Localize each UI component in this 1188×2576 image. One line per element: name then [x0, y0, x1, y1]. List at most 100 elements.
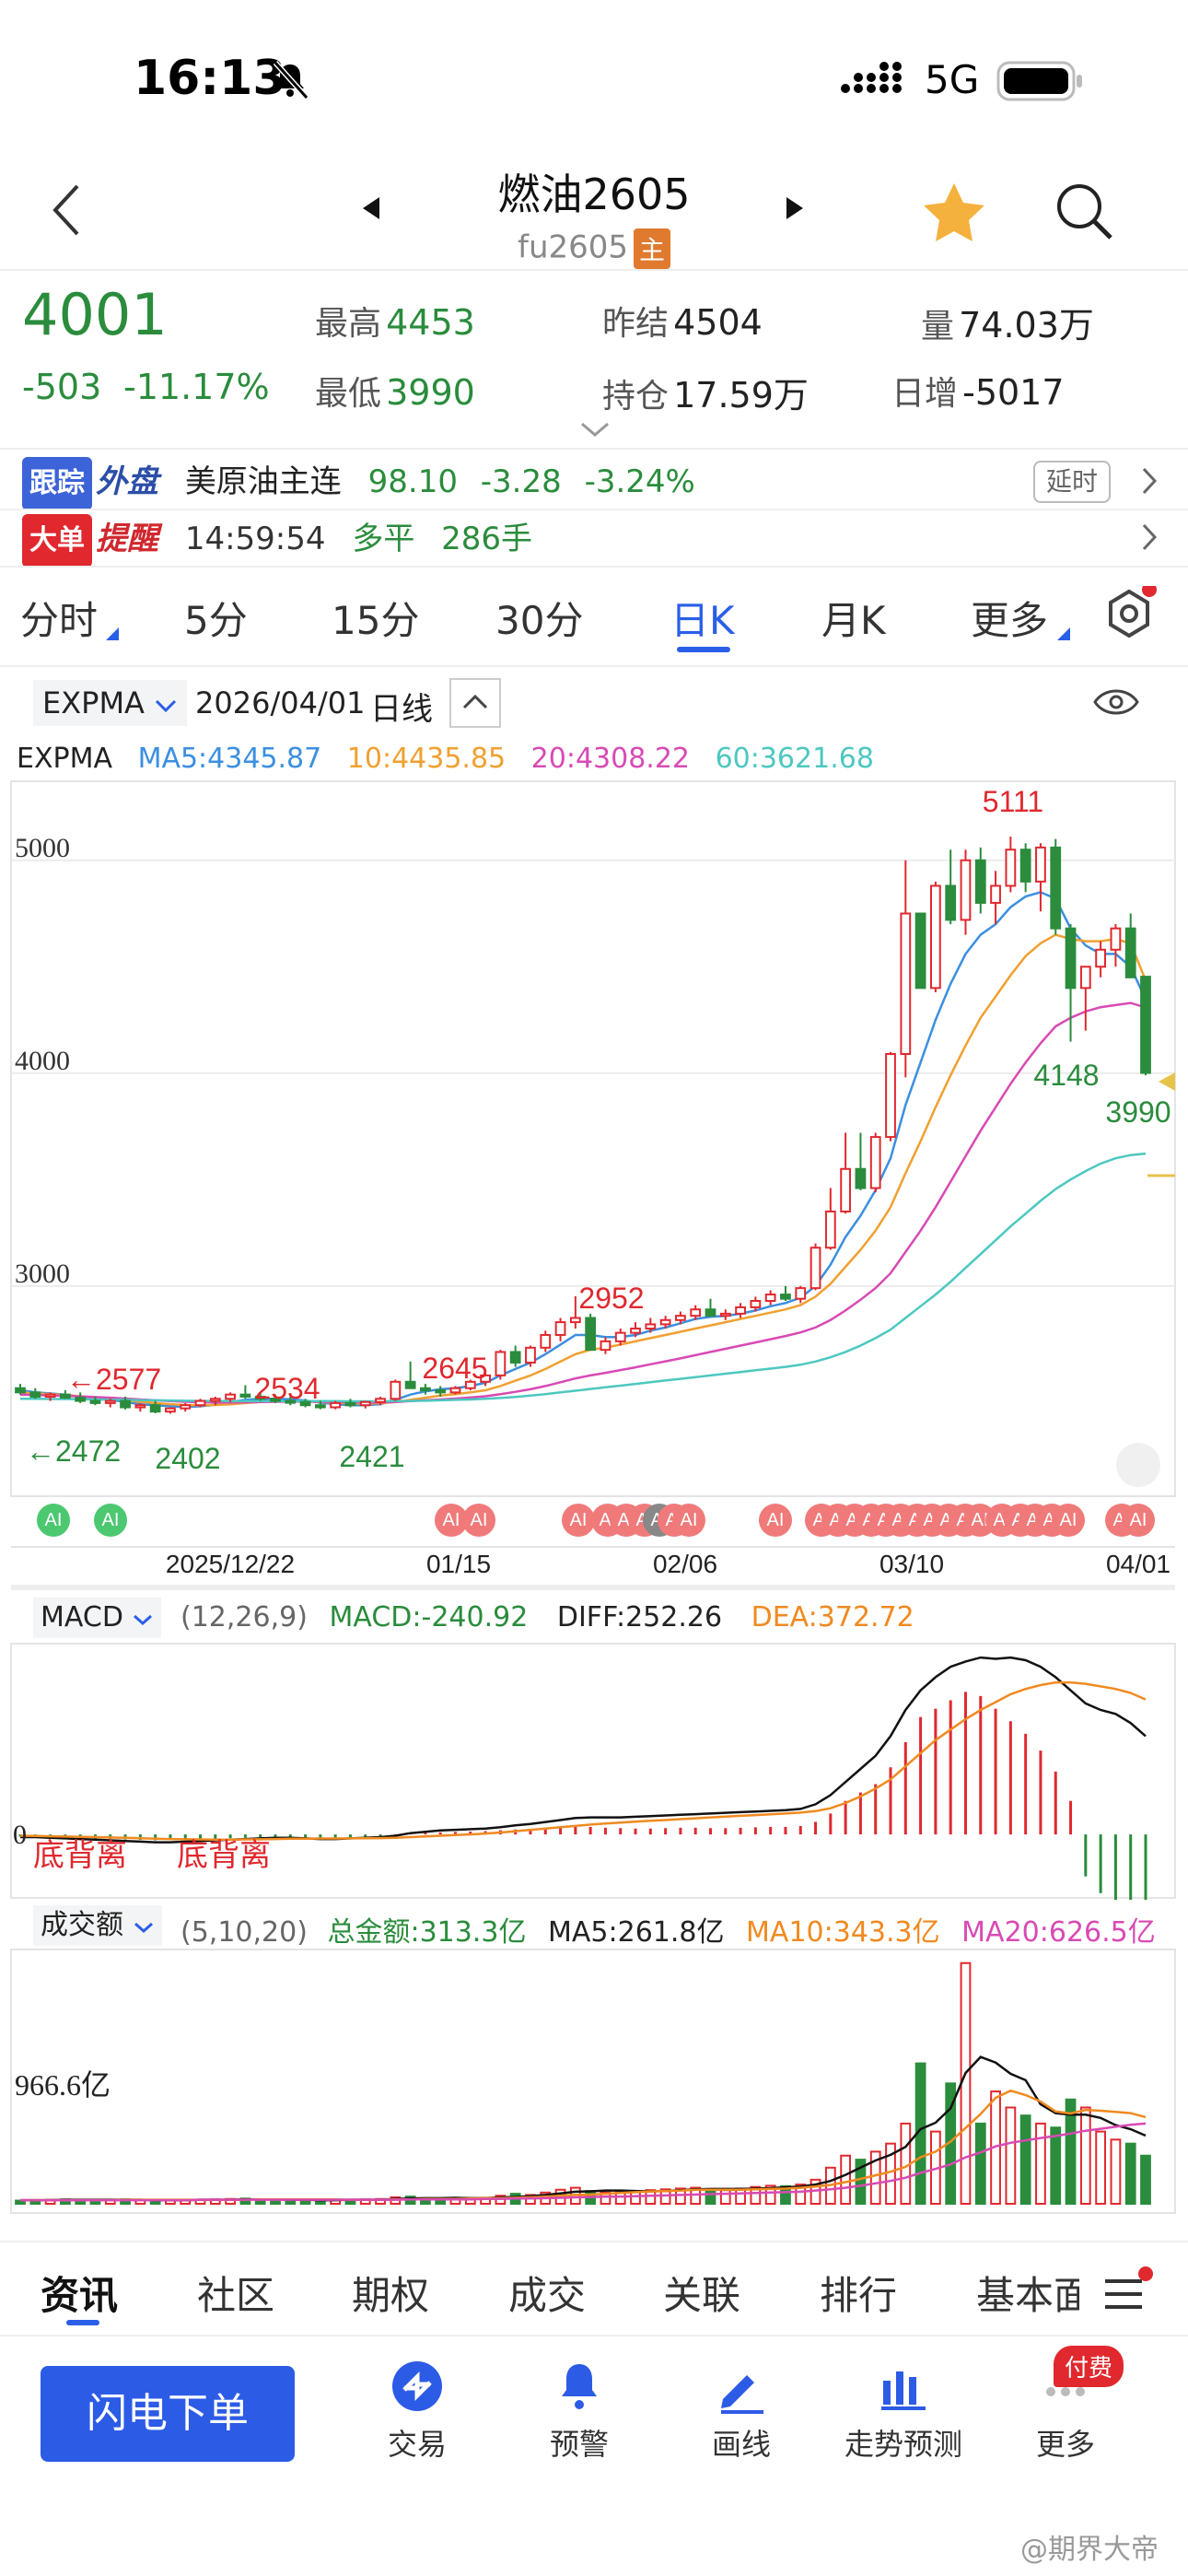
low-row: 最低 3990 — [315, 367, 475, 415]
tab-community[interactable]: 社区 — [197, 2273, 275, 2318]
tab-options[interactable]: 期权 — [352, 2273, 430, 2318]
turnover-bar — [600, 2191, 611, 2206]
tab-related[interactable]: 关联 — [663, 2273, 741, 2318]
tab-30min[interactable]: 30分 — [495, 598, 584, 643]
tab-ranking[interactable]: 排行 — [820, 2273, 898, 2318]
trend-forecast-button[interactable]: 走势预测 — [825, 2359, 982, 2464]
price-axis-label: 3000 — [15, 1259, 70, 1289]
chart-date: 2026/04/01 — [195, 685, 366, 720]
battery-icon — [996, 61, 1085, 105]
turnover-bar — [1065, 2098, 1077, 2206]
turnover-select[interactable]: 成交额 — [33, 1905, 162, 1946]
ma-line-ma5 — [19, 891, 1147, 1409]
header-divider — [0, 269, 1188, 271]
outer-chevron-icon[interactable] — [1140, 465, 1159, 500]
contract-title: 燃油2605 — [497, 170, 691, 219]
last-price-marker — [1159, 1072, 1175, 1091]
ma-line-ma20 — [19, 1001, 1147, 1404]
turnover-params: (5,10,20) — [181, 1916, 308, 1949]
candle-body — [735, 1306, 746, 1315]
outer-market-row[interactable]: 跟踪 外盘 美原油主连 98.10 -3.28 -3.24% — [22, 457, 1173, 510]
turnover-legend: (5,10,20) 总金额:313.3亿 MA5:261.8亿 MA10:343… — [181, 1909, 1156, 1950]
big-order-row[interactable]: 大单 提醒 14:59:54 多平 286手 — [22, 514, 1173, 568]
ai-signal-badge[interactable]: AI — [37, 1504, 70, 1537]
tab-daily[interactable]: 日K — [670, 598, 735, 643]
prev-settle-value: 4504 — [673, 302, 763, 343]
candle-body — [15, 1387, 26, 1394]
tab-fundamentals[interactable]: 基本面 — [976, 2273, 1079, 2316]
remind-tag: 提醒 — [96, 521, 158, 557]
favorite-star-icon[interactable] — [921, 181, 987, 247]
ai-signal-badge[interactable]: AI — [1122, 1504, 1155, 1537]
trade-button[interactable]: 交易 — [339, 2359, 495, 2464]
prev-settle-row: 昨结 4504 — [602, 297, 763, 345]
macd-line-dea — [19, 1680, 1147, 1841]
tab-more-caret-icon — [1057, 626, 1070, 644]
turnover-chart[interactable]: 966.6亿 — [0, 1948, 1188, 2215]
turnover-bar — [614, 2190, 626, 2206]
turnover-ma20: MA20:626.5亿 — [961, 1916, 1156, 1949]
next-contract-icon[interactable] — [785, 195, 805, 225]
big-order-time: 14:59:54 — [184, 521, 326, 557]
tab-5min[interactable]: 5分 — [184, 598, 248, 643]
candle-body — [645, 1323, 657, 1330]
chart-settings-icon[interactable] — [1101, 582, 1157, 645]
daily-incr-row: 日增 -5017 — [891, 367, 1065, 415]
ai-signal-badge[interactable]: AI — [94, 1504, 127, 1537]
tab-intraday[interactable]: 分时 — [20, 598, 99, 643]
more-tools-button[interactable]: 更多 — [987, 2359, 1144, 2464]
draw-line-button[interactable]: 画线 — [663, 2359, 820, 2464]
ai-signal-badge[interactable]: AI — [1052, 1504, 1085, 1537]
ai-signal-badge[interactable]: AI — [462, 1504, 495, 1537]
candle-body — [659, 1318, 671, 1326]
tab-news[interactable]: 资讯 — [41, 2273, 119, 2318]
ema-ma20: 20:4308.22 — [530, 743, 691, 775]
eye-icon[interactable] — [1092, 685, 1140, 722]
macd-select[interactable]: MACD — [33, 1598, 162, 1638]
prev-contract-icon[interactable] — [361, 195, 381, 225]
turnover-bar — [960, 1961, 972, 2205]
turnover-bar — [719, 2189, 731, 2205]
candle-body — [750, 1300, 762, 1308]
big-order-chevron-icon[interactable] — [1140, 521, 1159, 556]
candle-body — [464, 1380, 476, 1389]
candle-body — [525, 1346, 536, 1364]
tab-trades[interactable]: 成交 — [508, 2273, 587, 2318]
candle-body — [1124, 927, 1136, 978]
divergence-label: 底背离 — [177, 1838, 271, 1873]
ai-signal-badge[interactable]: AI — [562, 1504, 595, 1537]
back-icon[interactable] — [48, 181, 85, 243]
turnover-bar — [840, 2154, 852, 2205]
outer-change-pct: -3.24% — [584, 463, 695, 500]
alert-button[interactable]: 预警 — [501, 2359, 658, 2464]
candle-body — [1050, 846, 1062, 930]
tabs-menu-icon[interactable] — [1101, 2266, 1157, 2318]
ai-signal-badge[interactable]: AI — [759, 1504, 792, 1537]
ma-line-ma60 — [20, 1152, 1147, 1403]
candle-body — [449, 1387, 461, 1394]
ai-signal-badge[interactable]: AI — [672, 1504, 705, 1537]
collapse-chart-button[interactable] — [449, 678, 501, 728]
flash-order-button[interactable]: 闪电下单 — [41, 2366, 295, 2462]
expand-quote-icon[interactable] — [578, 420, 611, 442]
search-icon[interactable] — [1054, 181, 1116, 247]
candle-body — [614, 1331, 626, 1342]
date-axis-label: 03/10 — [879, 1550, 945, 1578]
turnover-bar — [1005, 2106, 1017, 2205]
turnover-bar — [780, 2184, 791, 2206]
macd-chevron-icon — [132, 1601, 154, 1633]
tab-monthly[interactable]: 月K — [821, 598, 886, 643]
candle-body — [44, 1393, 56, 1398]
candle-body — [509, 1351, 521, 1364]
price-axis-label: 5000 — [15, 833, 70, 863]
status-time: 16:13 — [134, 51, 286, 106]
candle-body — [165, 1407, 176, 1413]
indicator-select[interactable]: EXPMA — [33, 680, 188, 726]
tab-15min[interactable]: 15分 — [332, 598, 420, 643]
candle-body — [59, 1393, 71, 1399]
turnover-bar — [974, 2122, 986, 2205]
tab-intraday-caret-icon — [106, 626, 119, 644]
tab-more[interactable]: 更多 — [971, 598, 1049, 643]
